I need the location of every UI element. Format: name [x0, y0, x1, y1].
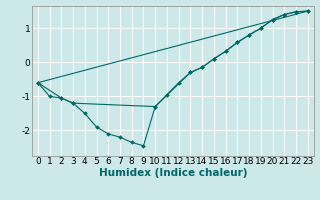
X-axis label: Humidex (Indice chaleur): Humidex (Indice chaleur)	[99, 168, 247, 178]
